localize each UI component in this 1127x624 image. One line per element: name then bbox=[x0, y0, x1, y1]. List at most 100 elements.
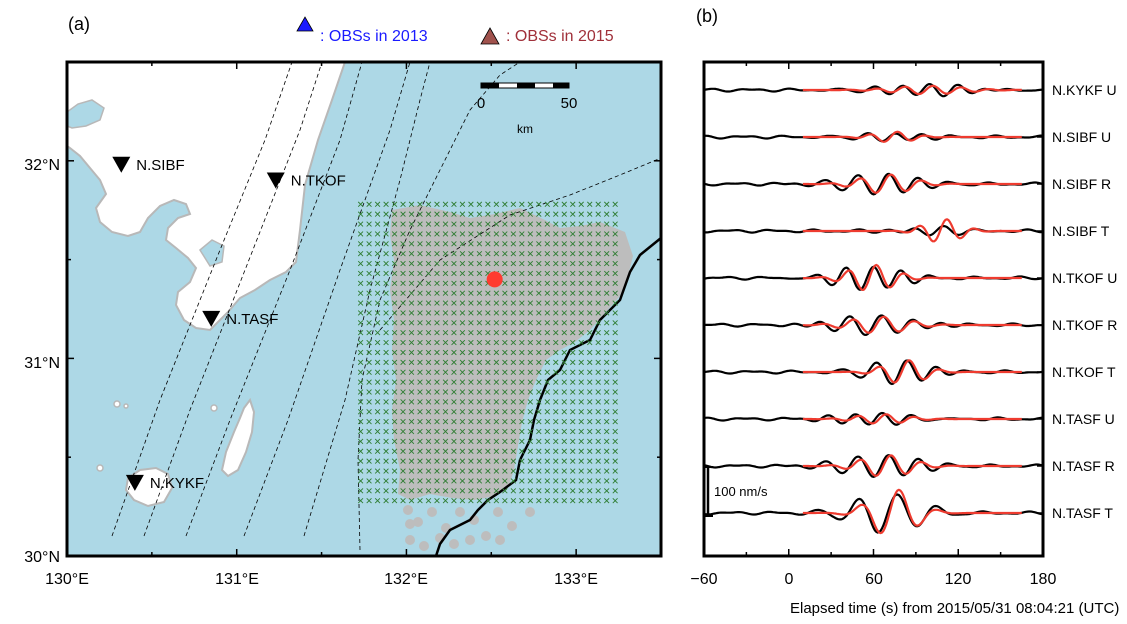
grid-point-marker bbox=[400, 339, 406, 346]
grid-point-marker bbox=[544, 389, 551, 395]
grid-point-marker bbox=[374, 260, 381, 267]
grid-point-marker bbox=[425, 280, 432, 287]
grid-point-marker bbox=[544, 369, 551, 375]
grid-point-marker bbox=[391, 458, 398, 464]
grid-point-marker bbox=[553, 201, 559, 207]
grid-point-marker bbox=[603, 468, 610, 474]
station-label: N.SIBF bbox=[136, 157, 184, 174]
grid-point-marker bbox=[357, 320, 364, 326]
grid-point-marker bbox=[502, 339, 508, 346]
scale-bar: 0 50 km bbox=[477, 82, 577, 136]
grid-point-marker bbox=[493, 399, 500, 405]
grid-point-marker bbox=[587, 369, 593, 375]
grid-point-marker bbox=[434, 201, 440, 207]
grid-point-marker bbox=[587, 329, 593, 336]
grid-point-marker bbox=[544, 221, 551, 227]
grid-point-marker bbox=[561, 379, 567, 385]
grid-point-marker bbox=[536, 221, 542, 227]
grid-point-marker bbox=[383, 250, 389, 257]
islet bbox=[210, 404, 218, 412]
grid-point-marker bbox=[519, 211, 525, 217]
grid-point-marker bbox=[502, 409, 508, 415]
amplitude-scale-label: 100 nm/s bbox=[714, 484, 768, 499]
grid-point-marker bbox=[459, 290, 466, 296]
grid-point-marker bbox=[400, 260, 406, 267]
grid-point-marker bbox=[451, 389, 457, 395]
grid-point-marker bbox=[603, 339, 610, 346]
grid-point-marker bbox=[603, 329, 610, 336]
grid-point-marker bbox=[485, 448, 491, 454]
grid-point-marker bbox=[468, 221, 474, 227]
grid-point-marker bbox=[612, 389, 618, 395]
grid-point-marker bbox=[595, 250, 601, 257]
grid-point-marker bbox=[502, 399, 508, 405]
grid-point-marker bbox=[383, 290, 389, 296]
grid-point-marker bbox=[374, 310, 381, 316]
grid-point-marker bbox=[561, 497, 567, 504]
grid-point-marker bbox=[493, 488, 500, 494]
grid-point-marker bbox=[425, 231, 432, 237]
grid-point-marker bbox=[536, 260, 542, 267]
grid-point-marker bbox=[544, 280, 551, 287]
grid-point-marker bbox=[527, 260, 534, 267]
grid-point-marker bbox=[570, 409, 576, 415]
grid-point-marker bbox=[391, 290, 398, 296]
grid-point-marker bbox=[391, 211, 398, 217]
grid-point-marker bbox=[400, 310, 406, 316]
grid-point-marker bbox=[578, 409, 584, 415]
grid-point-marker bbox=[570, 290, 576, 296]
grid-point-marker bbox=[476, 270, 483, 277]
grid-point-marker bbox=[561, 329, 567, 336]
grid-point-marker bbox=[476, 497, 483, 504]
grid-point-marker bbox=[527, 478, 534, 484]
grid-point-marker bbox=[587, 320, 593, 326]
grid-point-marker bbox=[493, 369, 500, 375]
grid-point-marker bbox=[374, 418, 381, 425]
grid-point-marker bbox=[459, 310, 466, 316]
grid-point-marker bbox=[357, 389, 364, 395]
grid-point-marker bbox=[468, 399, 474, 405]
grid-point-marker bbox=[536, 300, 542, 306]
grid-point-marker bbox=[408, 458, 415, 464]
grid-point-marker bbox=[510, 497, 517, 504]
grid-point-marker bbox=[595, 270, 601, 277]
grid-point-marker bbox=[374, 250, 381, 257]
grid-point-marker bbox=[383, 379, 389, 385]
grid-point-marker bbox=[561, 310, 567, 316]
grid-point-marker bbox=[459, 300, 466, 306]
grid-point-marker bbox=[603, 221, 610, 227]
grid-point-marker bbox=[519, 329, 525, 336]
grid-point-marker bbox=[527, 497, 534, 504]
grid-point-marker bbox=[544, 300, 551, 306]
grid-point-marker bbox=[519, 369, 525, 375]
grid-point-marker bbox=[366, 339, 372, 346]
grid-point-marker bbox=[595, 221, 601, 227]
grid-point-marker bbox=[612, 231, 618, 237]
grid-point-marker bbox=[366, 438, 372, 445]
grid-point-marker bbox=[485, 300, 491, 306]
grid-point-marker bbox=[519, 399, 525, 405]
grid-point-marker bbox=[383, 231, 389, 237]
grid-point-marker bbox=[570, 349, 576, 356]
grid-point-marker bbox=[493, 339, 500, 346]
triangle-up-icon bbox=[480, 27, 500, 45]
grid-point-marker bbox=[459, 418, 466, 425]
grid-point-marker bbox=[408, 428, 415, 435]
grid-point-marker bbox=[570, 497, 576, 504]
grid-point-marker bbox=[544, 310, 551, 316]
grid-point-marker bbox=[595, 399, 601, 405]
grid-point-marker bbox=[357, 250, 364, 257]
grid-point-marker bbox=[417, 389, 423, 395]
grid-point-marker bbox=[417, 409, 423, 415]
grid-point-marker bbox=[561, 241, 567, 247]
grid-point-marker bbox=[434, 211, 440, 217]
grid-point-marker bbox=[570, 389, 576, 395]
grid-point-marker bbox=[357, 468, 364, 474]
grid-point-marker bbox=[612, 211, 618, 217]
grid-point-marker bbox=[434, 349, 440, 356]
grid-point-marker bbox=[561, 231, 567, 237]
grid-point-marker bbox=[527, 270, 534, 277]
grid-point-marker bbox=[553, 270, 559, 277]
grid-point-marker bbox=[459, 231, 466, 237]
grid-point-marker bbox=[476, 448, 483, 454]
